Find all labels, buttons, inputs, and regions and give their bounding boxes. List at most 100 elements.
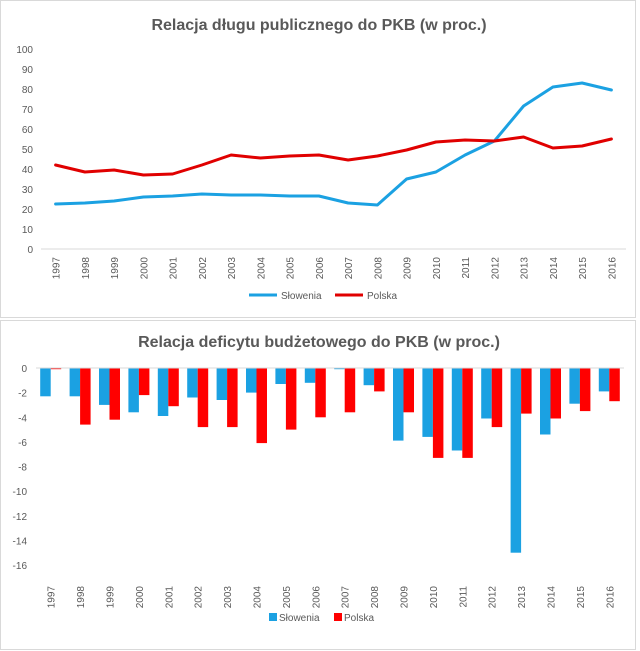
- x-tick-label: 2002: [198, 257, 209, 280]
- legend-label: Polska: [344, 613, 374, 624]
- x-tick-label: 2006: [311, 586, 322, 609]
- bar-polska: [374, 368, 385, 392]
- bar-polska: [462, 368, 473, 458]
- y-tick-label: 100: [16, 45, 33, 56]
- x-tick-label: 2004: [253, 586, 264, 609]
- y-tick-label: -8: [18, 463, 27, 474]
- x-tick-label: 2007: [341, 586, 352, 609]
- bar-slowenia: [304, 368, 316, 383]
- y-tick-label: 70: [22, 105, 34, 116]
- legend-swatch: [334, 613, 342, 621]
- x-tick-label: 2011: [458, 586, 469, 608]
- bar-polska: [50, 368, 62, 370]
- x-tick-label: 2011: [461, 257, 472, 279]
- bar-slowenia: [363, 368, 375, 386]
- x-tick-label: 2014: [549, 257, 560, 280]
- legend-swatch: [269, 613, 277, 621]
- bar-polska: [197, 368, 209, 428]
- debt-line-chart: Relacja długu publicznego do PKB (w proc…: [16, 17, 626, 302]
- x-tick-label: 2005: [286, 257, 297, 280]
- x-tick-label: 2010: [429, 586, 440, 609]
- bar-slowenia: [393, 368, 404, 441]
- x-tick-label: 2010: [432, 257, 443, 280]
- bar-slowenia: [422, 368, 433, 437]
- bar-polska: [80, 368, 91, 425]
- x-tick-label: 2009: [403, 257, 414, 280]
- debt-chart-title: Relacja długu publicznego do PKB (w proc…: [151, 17, 486, 34]
- bar-slowenia: [246, 368, 257, 393]
- y-tick-label: 60: [22, 125, 34, 136]
- bar-slowenia: [128, 368, 139, 413]
- bar-polska: [432, 368, 444, 458]
- bar-polska: [521, 368, 532, 414]
- bar-polska: [138, 368, 150, 396]
- x-tick-label: 2003: [223, 586, 234, 609]
- y-tick-label: 90: [22, 65, 34, 76]
- bar-slowenia: [334, 368, 345, 370]
- y-tick-label: 40: [22, 165, 34, 176]
- bar-slowenia: [275, 368, 286, 384]
- bar-slowenia: [451, 368, 463, 451]
- x-tick-label: 2012: [488, 586, 499, 609]
- deficit-chart-title: Relacja deficytu budżetowego do PKB (w p…: [138, 334, 500, 351]
- bar-polska: [550, 368, 561, 419]
- bar-slowenia: [187, 368, 198, 398]
- bar-polska: [344, 368, 356, 413]
- x-tick-label: 2013: [520, 257, 531, 280]
- y-tick-label: 50: [22, 145, 34, 156]
- legend-label: Słowenia: [279, 613, 320, 624]
- bar-polska: [491, 368, 503, 428]
- bar-slowenia: [540, 368, 551, 435]
- y-tick-label: 0: [27, 245, 33, 256]
- x-tick-label: 2001: [164, 586, 175, 609]
- bar-slowenia: [598, 368, 610, 392]
- bar-slowenia: [157, 368, 169, 416]
- debt-chart-panel: Relacja długu publicznego do PKB (w proc…: [0, 0, 636, 318]
- bar-slowenia: [510, 368, 522, 553]
- bar-slowenia: [40, 368, 51, 397]
- x-tick-label: 2000: [139, 257, 150, 280]
- bar-slowenia: [216, 368, 228, 400]
- y-tick-label: -10: [13, 487, 28, 498]
- bar-polska: [227, 368, 238, 428]
- bar-polska: [256, 368, 267, 444]
- bar-polska: [168, 368, 179, 407]
- x-tick-label: 1998: [81, 257, 92, 280]
- bar-polska: [109, 368, 120, 420]
- bar-slowenia: [69, 368, 81, 397]
- x-tick-label: 2000: [135, 586, 146, 609]
- y-tick-label: 0: [21, 364, 27, 375]
- x-tick-label: 1999: [110, 257, 121, 280]
- y-tick-label: 30: [22, 185, 34, 196]
- legend-label: Słowenia: [281, 291, 322, 302]
- y-tick-label: -12: [13, 512, 28, 523]
- series-line-polska: [54, 135, 613, 177]
- x-tick-label: 2015: [578, 257, 589, 280]
- deficit-chart-panel: Relacja deficytu budżetowego do PKB (w p…: [0, 320, 636, 650]
- y-tick-label: -2: [18, 389, 27, 400]
- x-tick-label: 2004: [256, 257, 267, 280]
- bar-polska: [579, 368, 591, 412]
- bar-slowenia: [481, 368, 492, 419]
- x-tick-label: 2006: [315, 257, 326, 280]
- x-tick-label: 2008: [373, 257, 384, 280]
- x-tick-label: 2016: [605, 586, 616, 609]
- x-tick-label: 2014: [547, 586, 558, 609]
- x-tick-label: 2013: [517, 586, 528, 609]
- x-tick-label: 2009: [400, 586, 411, 609]
- x-tick-label: 2007: [344, 257, 355, 280]
- x-tick-label: 1997: [47, 586, 58, 609]
- y-tick-label: -4: [18, 413, 27, 424]
- x-tick-label: 1998: [76, 586, 87, 609]
- y-tick-label: 20: [22, 205, 34, 216]
- deficit-bar-chart: Relacja deficytu budżetowego do PKB (w p…: [13, 334, 624, 624]
- series-line-slowenia: [54, 81, 613, 207]
- x-tick-label: 2012: [490, 257, 501, 280]
- y-tick-label: 80: [22, 85, 34, 96]
- y-tick-label: 10: [22, 225, 34, 236]
- x-tick-label: 2016: [607, 257, 618, 280]
- bar-slowenia: [99, 368, 110, 405]
- y-tick-label: -14: [13, 536, 28, 547]
- x-tick-label: 2015: [576, 586, 587, 609]
- x-tick-label: 2005: [282, 586, 293, 609]
